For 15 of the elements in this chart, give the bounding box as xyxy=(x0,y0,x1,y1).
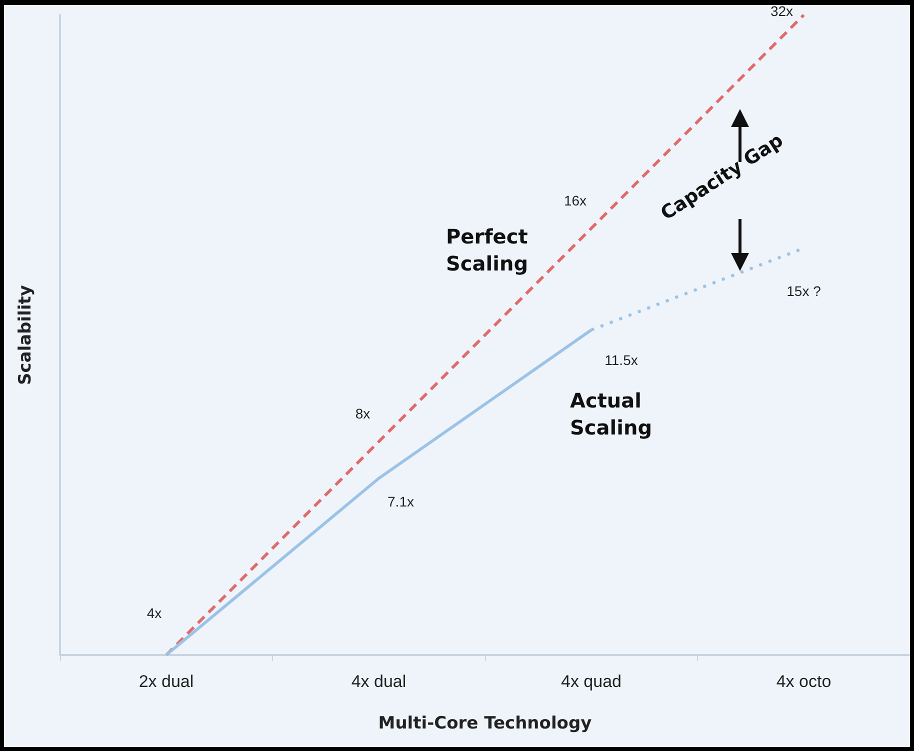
data-label: 8x xyxy=(355,406,370,422)
y-axis-title: Scalability xyxy=(16,285,36,385)
data-label: 16x xyxy=(564,192,587,208)
x-axis-title: Multi-Core Technology xyxy=(378,714,592,734)
x-tick-label: 2x dual xyxy=(138,672,194,691)
series-label: Perfect Scaling xyxy=(446,224,535,276)
data-label: 4x xyxy=(146,605,162,621)
x-tick-label: 4x quad xyxy=(561,672,622,691)
data-label: 32x xyxy=(770,3,794,19)
x-tick-label: 4x dual xyxy=(351,672,406,691)
data-label: 11.5x xyxy=(604,352,638,368)
series-label: Actual Scaling xyxy=(570,388,652,440)
data-label: 7.1x xyxy=(388,493,414,510)
x-tick-label: 4x octo xyxy=(776,672,832,691)
data-label: 15x ? xyxy=(786,283,822,300)
